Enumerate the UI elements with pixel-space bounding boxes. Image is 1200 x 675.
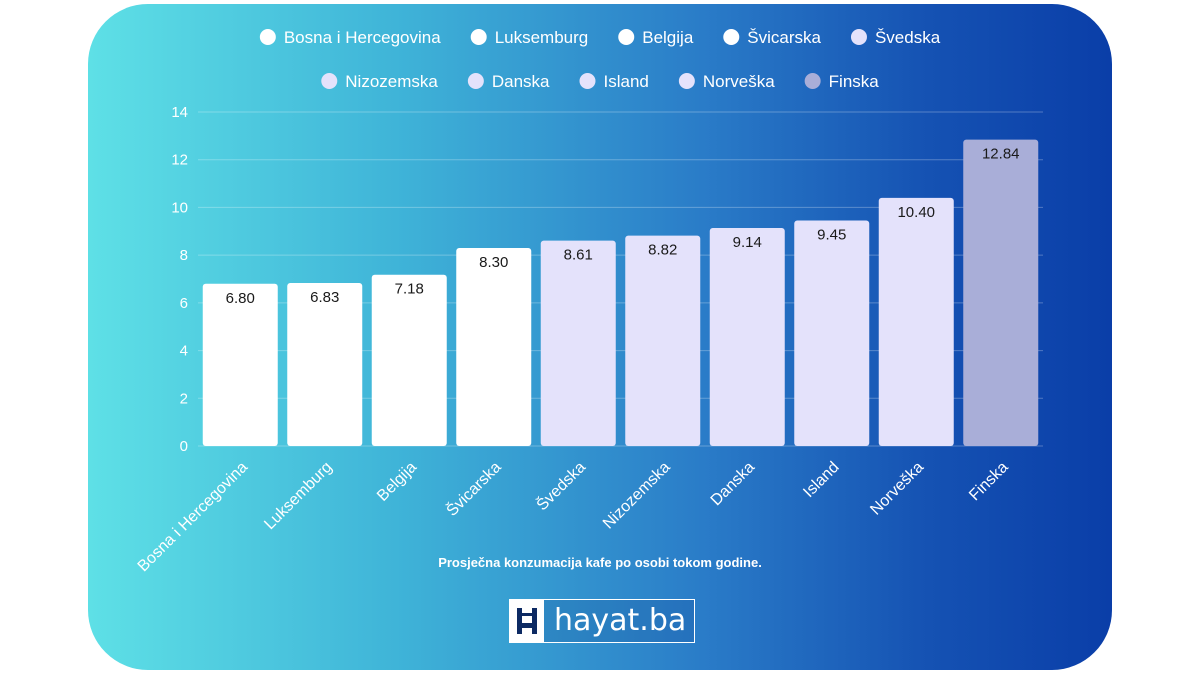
y-tick-label: 2 (180, 390, 188, 407)
legend-label: Švicarska (747, 28, 821, 47)
legend-marker (804, 73, 821, 89)
legend-marker (579, 73, 596, 89)
y-tick-label: 4 (180, 343, 188, 360)
x-tick-label: Island (800, 459, 842, 501)
bar-value-label: 6.83 (310, 289, 339, 306)
bar (371, 274, 447, 446)
y-tick-label: 10 (171, 199, 188, 216)
legend: Bosna i Hercegovina Luksemburg Belgija Švic… (259, 28, 941, 91)
bar (625, 235, 701, 446)
bar-value-label: 12.84 (982, 146, 1020, 163)
legend-label: Nizozemska (345, 72, 438, 91)
bar-value-label: 10.40 (897, 204, 935, 221)
legend-label: Island (603, 72, 648, 91)
bar (456, 247, 532, 446)
bar (878, 197, 954, 446)
legend-label: Luksemburg (495, 28, 589, 47)
legend-label: Švedska (875, 28, 941, 47)
legend-label: Norveška (703, 72, 775, 91)
bar-value-label: 8.61 (564, 247, 593, 264)
x-tick-label: Finska (966, 459, 1011, 504)
legend-marker (467, 73, 484, 89)
bar (709, 227, 785, 446)
legend-marker (678, 73, 695, 89)
legend-marker (259, 29, 276, 45)
legend-marker (470, 29, 487, 45)
x-tick-label: Belgija (374, 459, 420, 505)
bar-value-label: 7.18 (395, 281, 424, 298)
legend-label: Danska (492, 72, 550, 91)
x-tick-label: Luksemburg (261, 459, 335, 533)
bar-value-label: 9.45 (817, 227, 846, 244)
legend-label: Finska (829, 72, 880, 91)
bar-value-label: 9.14 (733, 234, 762, 251)
bar (963, 139, 1039, 446)
bar (540, 240, 616, 446)
bars: 6.80 6.83 7.18 8.30 8.61 8.82 9.14 9.45 10.40 12.… (202, 139, 1039, 446)
hayat-logo-icon (510, 600, 544, 642)
chart-caption: Prosječna konzumacija kafe po osobi toko… (438, 555, 762, 570)
legend-marker (723, 29, 740, 45)
legend-marker (321, 73, 338, 89)
legend-label: Belgija (642, 28, 694, 47)
legend-marker (850, 29, 867, 45)
x-tick-label: Nizozemska (600, 459, 674, 533)
bar (202, 283, 278, 446)
bar-value-label: 8.30 (479, 254, 508, 271)
logo-text: hayat.ba (554, 603, 687, 638)
chart-card: Bosna i Hercegovina Luksemburg Belgija Švic… (88, 4, 1112, 670)
bar (287, 283, 363, 446)
y-axis: 0 2 4 6 8 10 12 14 (171, 104, 188, 455)
hayat-logo: hayat.ba (509, 599, 696, 643)
bar-value-label: 6.80 (226, 290, 255, 307)
y-tick-label: 8 (180, 247, 188, 264)
y-tick-label: 14 (171, 104, 188, 121)
legend-marker (618, 29, 635, 45)
x-tick-label: Norveška (867, 459, 927, 519)
bar-chart: Bosna i Hercegovina Luksemburg Belgija Švic… (135, 28, 1043, 575)
bar-value-label: 8.82 (648, 242, 677, 259)
legend-label: Bosna i Hercegovina (284, 28, 441, 47)
x-tick-label: Švicarska (442, 457, 505, 520)
y-tick-label: 6 (180, 295, 188, 312)
y-tick-label: 0 (180, 438, 188, 455)
x-tick-label: Švedska (532, 457, 589, 514)
bar (794, 220, 870, 446)
y-tick-label: 12 (171, 152, 188, 169)
x-tick-label: Danska (708, 459, 758, 509)
